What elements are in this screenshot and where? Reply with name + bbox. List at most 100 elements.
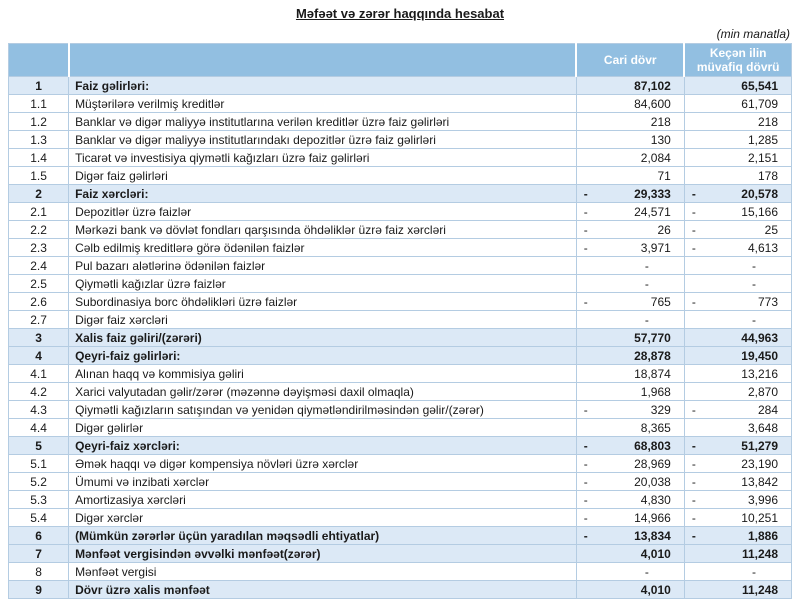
row-number: 2 [7, 184, 70, 203]
row-label: Mənfəət vergisi [68, 562, 577, 581]
table-row: 2.6 Subordinasiya borc öhdəlikləri üzrə f… [7, 292, 793, 311]
table-body: 1 Faiz gəlirləri: 87,102 65,541 1.1 Müştərilə… [7, 76, 793, 599]
current-period-value: 4,010 [575, 544, 685, 563]
table-row: 4.2 Xarici valyutadan gəlir/zərər (məzənn… [7, 382, 793, 401]
previous-period-value: 2,870 [683, 382, 793, 401]
table-row: 9 Dövr üzrə xalis mənfəət 4,010 11,248 [7, 580, 793, 599]
row-number: 1.5 [7, 166, 70, 185]
row-label: Ümumi və inzibati xərclər [68, 472, 577, 491]
previous-period-value: 13,216 [683, 364, 793, 383]
row-label: Banklar və digər maliyyə institutlarında… [68, 130, 577, 149]
table-header: Cari dövr Keçən ilin müvafiq dövrü [7, 43, 792, 77]
table-row: 2.5 Qiymətli kağızlar üzrə faizlər - - [7, 274, 793, 293]
current-period-value: -3,971 [575, 238, 685, 257]
row-number: 4.2 [7, 382, 70, 401]
row-number: 2.1 [7, 202, 70, 221]
previous-period-value: 178 [683, 166, 793, 185]
row-label: Alınan haqq və kommisiya gəliri [68, 364, 577, 383]
table-row: 2.4 Pul bazarı alətlərinə ödənilən faizlə… [7, 256, 793, 275]
row-label: Amortizasiya xərcləri [68, 490, 577, 509]
row-label: Depozitlər üzrə faizlər [68, 202, 577, 221]
previous-period-value: 19,450 [683, 346, 793, 365]
previous-period-value: -13,842 [683, 472, 793, 491]
row-label: Xarici valyutadan gəlir/zərər (məzənnə d… [68, 382, 577, 401]
previous-period-value: 3,648 [683, 418, 793, 437]
table-row: 4.1 Alınan haqq və kommisiya gəliri 18,874… [7, 364, 793, 383]
row-label: Faiz gəlirləri: [68, 76, 577, 95]
row-label: Subordinasiya borc öhdəlikləri üzrə faiz… [68, 292, 577, 311]
row-number: 6 [7, 526, 70, 545]
row-label: Mənfəət vergisindən əvvəlki mənfəət(zərə… [68, 544, 577, 563]
row-number: 5.3 [7, 490, 70, 509]
table-row: 4.4 Digər gəlirlər 8,365 3,648 [7, 418, 793, 437]
previous-period-value: -23,190 [683, 454, 793, 473]
previous-period-value: 61,709 [683, 94, 793, 113]
table-row: 1.1 Müştərilərə verilmiş kreditlər 84,600 6… [7, 94, 793, 113]
table-row: 1.3 Banklar və digər maliyyə institutları… [7, 130, 793, 149]
previous-period-value: -284 [683, 400, 793, 419]
current-period-value: -13,834 [575, 526, 685, 545]
page-title: Məfəət və zərər haqqında hesabat [295, 6, 505, 21]
table-row: 3 Xalis faiz gəliri/(zərəri) 57,770 44,963 [7, 328, 793, 347]
current-period-value: -14,966 [575, 508, 685, 527]
table-row: 1.5 Digər faiz gəlirləri 71 178 [7, 166, 793, 185]
row-label: Ticarət və investisiya qiymətli kağızlar… [68, 148, 577, 167]
previous-period-value: -25 [683, 220, 793, 239]
row-number: 5 [7, 436, 70, 455]
row-label: Pul bazarı alətlərinə ödənilən faizlər [68, 256, 577, 275]
header-row: Cari dövr Keçən ilin müvafiq dövrü [7, 43, 792, 77]
table-row: 2.3 Cəlb edilmiş kreditlərə görə ödənilən… [7, 238, 793, 257]
row-label: Faiz xərcləri: [68, 184, 577, 203]
previous-period-value: -4,613 [683, 238, 793, 257]
current-period-value: 84,600 [575, 94, 685, 113]
row-label: Digər gəlirlər [68, 418, 577, 437]
table-row: 5.2 Ümumi və inzibati xərclər -20,038-13,8… [7, 472, 793, 491]
current-period-value: 218 [575, 112, 685, 131]
current-period-value: 57,770 [575, 328, 685, 347]
row-number: 5.2 [7, 472, 70, 491]
current-period-value: -24,571 [575, 202, 685, 221]
table-row: 2.2 Mərkəzi bank və dövlət fondları qarşı… [7, 220, 793, 239]
row-label: Əmək haqqı və digər kompensiya növləri ü… [68, 454, 577, 473]
table-row: 5.1 Əmək haqqı və digər kompensiya növlər… [7, 454, 793, 473]
row-label: (Mümkün zərərlər üçün yaradılan məqsədli… [68, 526, 577, 545]
current-period-value: 2,084 [575, 148, 685, 167]
row-number: 2.3 [7, 238, 70, 257]
previous-period-value: 1,285 [683, 130, 793, 149]
row-number: 8 [7, 562, 70, 581]
current-period-value: -4,830 [575, 490, 685, 509]
row-number: 4.1 [7, 364, 70, 383]
current-period-value: -29,333 [575, 184, 685, 203]
previous-period-value: - [683, 562, 793, 581]
row-label: Mərkəzi bank və dövlət fondları qarşısın… [68, 220, 577, 239]
current-period-value: - [575, 562, 685, 581]
current-period-value: 18,874 [575, 364, 685, 383]
previous-period-value: -20,578 [683, 184, 793, 203]
current-period-value: -28,969 [575, 454, 685, 473]
units-note: (min manatla) [716, 27, 790, 41]
row-number: 2.2 [7, 220, 70, 239]
previous-period-value: -10,251 [683, 508, 793, 527]
current-period-value: 28,878 [575, 346, 685, 365]
table-row: 5.4 Digər xərclər -14,966-10,251 [7, 508, 793, 527]
row-label: Cəlb edilmiş kreditlərə görə ödənilən fa… [68, 238, 577, 257]
previous-period-value: -773 [683, 292, 793, 311]
current-period-value: -329 [575, 400, 685, 419]
row-label: Qeyri-faiz gəlirləri: [68, 346, 577, 365]
current-period-value: 87,102 [575, 76, 685, 95]
current-period-value: - [575, 310, 685, 329]
current-period-value: 8,365 [575, 418, 685, 437]
row-number: 7 [7, 544, 70, 563]
previous-period-value: - [683, 274, 793, 293]
row-number: 1 [7, 76, 70, 95]
row-number: 1.2 [7, 112, 70, 131]
previous-period-value: -15,166 [683, 202, 793, 221]
row-label: Banklar və digər maliyyə institutlarına … [68, 112, 577, 131]
table-row: 1.2 Banklar və digər maliyyə institutları… [7, 112, 793, 131]
row-number: 2.4 [7, 256, 70, 275]
current-period-value: - [575, 256, 685, 275]
row-label: Digər faiz xərcləri [68, 310, 577, 329]
current-period-value: 4,010 [575, 580, 685, 599]
header-current-period: Cari dövr [575, 43, 685, 77]
